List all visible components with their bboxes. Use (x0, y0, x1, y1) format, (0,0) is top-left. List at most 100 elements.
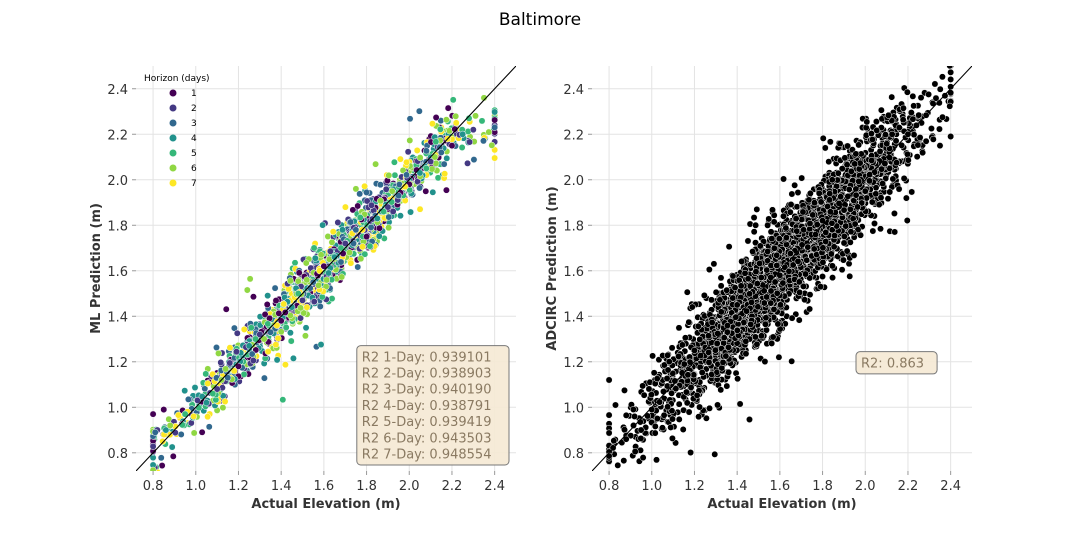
scatter-point (310, 244, 318, 252)
scatter-point (877, 225, 884, 233)
scatter-point (248, 350, 256, 358)
scatter-point (422, 164, 430, 172)
scatter-point (838, 165, 846, 173)
scatter-point (385, 213, 393, 221)
legend-label: 5 (191, 149, 197, 159)
x-tick-label: 2.0 (399, 479, 420, 494)
y-tick-label: 1.4 (563, 310, 584, 325)
scatter-point (614, 461, 622, 469)
scatter-point (780, 212, 787, 220)
scatter-point (226, 359, 234, 367)
legend-label: 2 (191, 104, 197, 114)
scatter-point (354, 263, 362, 271)
y-tick-label: 2.2 (563, 128, 584, 143)
scatter-point (714, 401, 722, 409)
scatter-point (363, 188, 370, 196)
scatter-point (904, 150, 911, 158)
scatter-point (850, 251, 858, 259)
scatter-point (195, 404, 203, 412)
scatter-point (877, 194, 885, 202)
scatter-point (235, 362, 242, 370)
scatter-point (263, 301, 271, 308)
scatter-point (264, 320, 272, 328)
scatter-point (888, 130, 896, 138)
scatter-point (295, 269, 303, 277)
scatter-point (753, 205, 761, 213)
scatter-point (881, 160, 889, 168)
legend-label: 7 (191, 179, 197, 189)
scatter-point (746, 416, 753, 423)
scatter-point (780, 175, 788, 183)
scatter-point (341, 203, 349, 211)
y-tick-label: 1.2 (107, 356, 128, 371)
scatter-point (687, 384, 695, 391)
scatter-point (869, 227, 877, 235)
y-tick-label: 2.0 (563, 174, 584, 189)
scatter-point (649, 352, 657, 360)
scatter-point (695, 413, 703, 421)
scatter-point (891, 228, 899, 236)
scatter-point (882, 131, 889, 139)
scatter-point (329, 228, 337, 236)
scatter-point (334, 219, 342, 226)
scatter-point (938, 73, 946, 81)
scatter-point (202, 399, 210, 407)
scatter-point (946, 66, 954, 70)
scatter-point (664, 351, 672, 359)
scatter-point (742, 350, 750, 358)
scatter-point (806, 291, 814, 299)
scatter-point (303, 303, 311, 311)
scatter-point (722, 352, 730, 360)
scatter-point (845, 185, 853, 193)
scatter-point (202, 370, 210, 378)
x-tick-label: 1.0 (641, 479, 662, 494)
scatter-point (240, 325, 248, 333)
legend-marker (169, 179, 177, 187)
scatter-point (653, 456, 660, 464)
x-tick-label: 1.2 (228, 479, 249, 494)
scatter-point (407, 208, 415, 216)
scatter-point (325, 269, 333, 277)
y-tick-label: 2.0 (107, 174, 128, 189)
scatter-point (799, 208, 807, 216)
scatter-point (825, 158, 833, 166)
scatter-point (798, 215, 806, 223)
scatter-point (822, 238, 830, 245)
scatter-point (843, 247, 851, 255)
scatter-point (367, 223, 375, 231)
scatter-point (782, 224, 790, 232)
scatter-point (826, 138, 834, 146)
scatter-point (609, 472, 615, 478)
scatter-point (851, 220, 859, 228)
scatter-point (946, 102, 954, 110)
scatter-point (840, 232, 848, 240)
ml-scatter-panel: 0.8 1.0 1.2 1.4 1.6 1.8 2.0 2.2 2.40.81.01.21.41… (89, 66, 516, 512)
scatter-point (416, 205, 424, 213)
scatter-point (840, 256, 847, 264)
scatter-point (895, 185, 903, 193)
scatter-point (368, 201, 375, 209)
scatter-point (250, 293, 257, 301)
scatter-point (907, 109, 915, 117)
scatter-point (834, 169, 842, 177)
scatter-point (246, 275, 254, 283)
scatter-point (664, 366, 672, 374)
scatter-point (947, 75, 955, 83)
scatter-point (667, 423, 675, 431)
x-tick-label: 1.0 (185, 479, 206, 494)
scatter-point (855, 165, 863, 173)
scatter-point (181, 410, 189, 418)
scatter-point (723, 286, 731, 294)
x-tick-label: 2.2 (442, 479, 463, 494)
scatter-point (903, 88, 911, 96)
legend-label: 1 (191, 89, 197, 99)
scatter-point (151, 428, 159, 436)
scatter-point (847, 228, 855, 236)
scatter-point (764, 247, 772, 255)
scatter-point (472, 112, 479, 120)
scatter-point (422, 187, 430, 195)
scatter-point (390, 158, 398, 166)
scatter-point (286, 329, 294, 337)
scatter-point (836, 140, 844, 148)
